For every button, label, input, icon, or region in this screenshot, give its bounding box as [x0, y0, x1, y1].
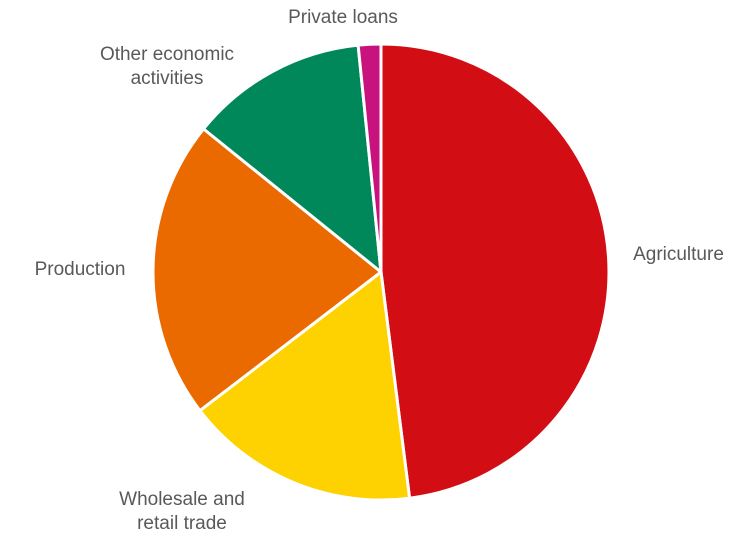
slice-label-wholesale-retail-trade: Wholesale and retail trade — [119, 489, 245, 534]
slice-label-private-loans: Private loans — [288, 7, 398, 28]
slice-label-agriculture: Agriculture — [633, 244, 724, 265]
pie-slice-agriculture — [379, 42, 611, 500]
pie-slice-private-loans — [356, 42, 383, 274]
pie-slice-production — [151, 127, 383, 413]
pie-slice-other-economic-activities — [202, 43, 383, 274]
slice-label-production: Production — [34, 259, 126, 280]
pie-slice-wholesale-and-retail-trade — [198, 270, 412, 502]
slice-label-other-economic-activities: Other economic activities — [99, 44, 235, 89]
